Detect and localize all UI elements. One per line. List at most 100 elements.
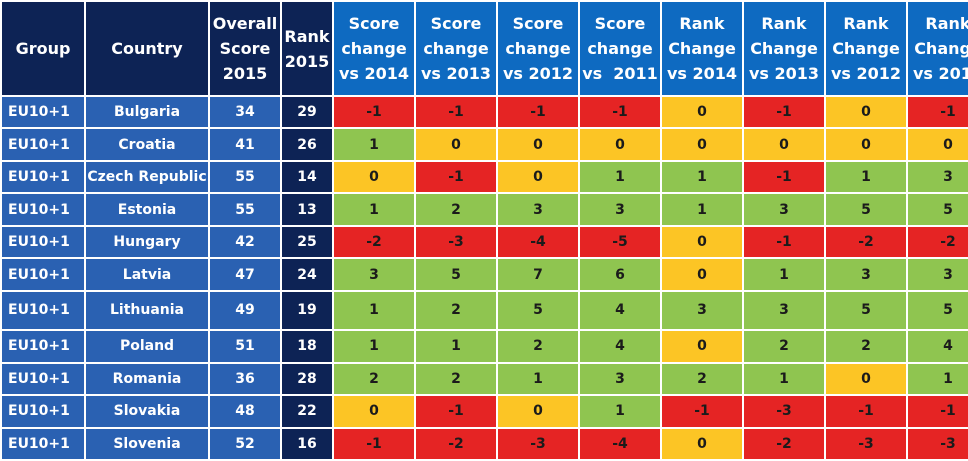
score-change-2012-cell: 2 [498,331,578,362]
country-cell: Lithuania [86,291,208,330]
header-line: change [587,39,653,58]
table-row: EU10+1 Latvia 47 24 3 5 7 6 0 1 3 3 [2,259,968,290]
group-cell: EU10+1 [2,331,84,362]
score-change-2011-cell: 0 [580,129,660,160]
country-cell: Estonia [86,194,208,225]
table-row: EU10+1 Poland 51 18 1 1 2 4 0 2 2 4 [2,331,968,362]
header-line: Score [594,14,646,33]
score-change-2013-cell: -1 [416,396,496,427]
score-change-2013-cell: 1 [416,331,496,362]
rank-change-2013-cell: 3 [744,194,824,225]
overall-score-cell: 55 [210,161,280,193]
score-change-2014-cell: 1 [334,291,414,330]
header-line: Score [430,14,482,33]
rank-change-2012-cell: 1 [826,161,906,193]
table-row: EU10+1 Slovenia 52 16 -1 -2 -3 -4 0 -2 -3 -3 [2,428,968,459]
score-change-2014-cell: 0 [334,161,414,193]
header-line: vs 2013 [748,64,820,83]
score-change-2013-cell: 5 [416,259,496,290]
rank-change-2011-cell: 3 [908,161,968,193]
rank-change-2012-cell: -2 [826,226,906,258]
rank-change-2011-cell: -1 [908,97,968,128]
rank-cell: 29 [282,97,332,128]
rank-cell: 24 [282,259,332,290]
score-change-2013-cell: -2 [416,428,496,459]
rank-change-vs-2012-header: Rank Change vs 2012 [826,2,906,95]
score-change-2014-cell: -1 [334,428,414,459]
header-line: 2015 [284,51,330,71]
group-cell: EU10+1 [2,363,84,395]
header-line: Country [111,39,183,58]
score-change-vs-2012-header: Score change vs 2012 [498,2,578,95]
rank-change-2011-cell: 4 [908,331,968,362]
score-change-2014-cell: 1 [334,194,414,225]
rank-change-2013-cell: 1 [744,259,824,290]
rank-change-2012-cell: 5 [826,194,906,225]
score-change-2014-cell: 1 [334,331,414,362]
score-change-2012-cell: -3 [498,428,578,459]
score-change-2011-cell: -4 [580,428,660,459]
group-cell: EU10+1 [2,194,84,225]
rank-change-2011-cell: -3 [908,428,968,459]
score-change-2014-cell: 0 [334,396,414,427]
rank-change-2012-cell: -1 [826,396,906,427]
country-cell: Czech Republic [86,161,208,193]
score-change-vs-2013-header: Score change vs 2013 [416,2,496,95]
header-line: Group [15,39,71,58]
header-row: Group Country Overall Score 2015 Rank 2015 Scor… [2,2,968,95]
header-line: Change [750,39,818,58]
header-line: change [423,39,489,58]
rank-cell: 14 [282,161,332,193]
rank-change-2014-cell: 3 [662,291,742,330]
rank-change-2014-cell: 1 [662,161,742,193]
score-change-2011-cell: 6 [580,259,660,290]
table-row: EU10+1 Czech Republic 55 14 0 -1 0 1 1 -1 1 3 [2,161,968,193]
country-cell: Poland [86,331,208,362]
score-change-2013-cell: 0 [416,129,496,160]
score-change-2013-cell: -3 [416,226,496,258]
group-cell: EU10+1 [2,97,84,128]
rank-change-2014-cell: 0 [662,259,742,290]
header-line: Rank [679,14,725,33]
group-cell: EU10+1 [2,129,84,160]
rank-change-vs-2013-header: Rank Change vs 2013 [744,2,824,95]
table-body: EU10+1 Bulgaria 34 29 -1 -1 -1 -1 0 -1 0 -1 EU10+1 Cr… [2,97,968,459]
rank-change-2013-cell: 0 [744,129,824,160]
rank-2015-header: Rank 2015 [282,2,332,95]
table-row: EU10+1 Slovakia 48 22 0 -1 0 1 -1 -3 -1 -1 [2,396,968,427]
rank-change-2012-cell: 2 [826,331,906,362]
rank-cell: 16 [282,428,332,459]
table-row: EU10+1 Lithuania 49 19 1 2 5 4 3 3 5 5 [2,291,968,330]
header-line: Rank [761,14,807,33]
score-change-2014-cell: -1 [334,97,414,128]
rank-change-2012-cell: 0 [826,129,906,160]
rank-change-2013-cell: 2 [744,331,824,362]
rank-change-2011-cell: 1 [908,363,968,395]
rank-change-2014-cell: -1 [662,396,742,427]
rank-change-2013-cell: -2 [744,428,824,459]
header-line: Score [348,14,400,33]
overall-score-cell: 52 [210,428,280,459]
overall-score-2015-header: Overall Score 2015 [210,2,280,95]
score-change-2013-cell: -1 [416,97,496,128]
country-cell: Romania [86,363,208,395]
country-cell: Slovakia [86,396,208,427]
score-change-2013-cell: -1 [416,161,496,193]
table-row: EU10+1 Romania 36 28 2 2 1 3 2 1 0 1 [2,363,968,395]
score-change-2011-cell: -1 [580,97,660,128]
overall-score-cell: 49 [210,291,280,330]
score-change-2011-cell: 3 [580,194,660,225]
header-line: vs 2014 [666,64,738,83]
overall-score-cell: 55 [210,194,280,225]
score-change-2011-cell: 4 [580,291,660,330]
header-line: vs 2011 [912,64,968,83]
rank-change-2011-cell: -1 [908,396,968,427]
country-cell: Slovenia [86,428,208,459]
rank-change-2014-cell: 2 [662,363,742,395]
header-line: Rank [843,14,889,33]
score-change-2013-cell: 2 [416,194,496,225]
score-change-2011-cell: 1 [580,161,660,193]
group-cell: EU10+1 [2,428,84,459]
score-change-2011-cell: 3 [580,363,660,395]
score-change-2013-cell: 2 [416,363,496,395]
